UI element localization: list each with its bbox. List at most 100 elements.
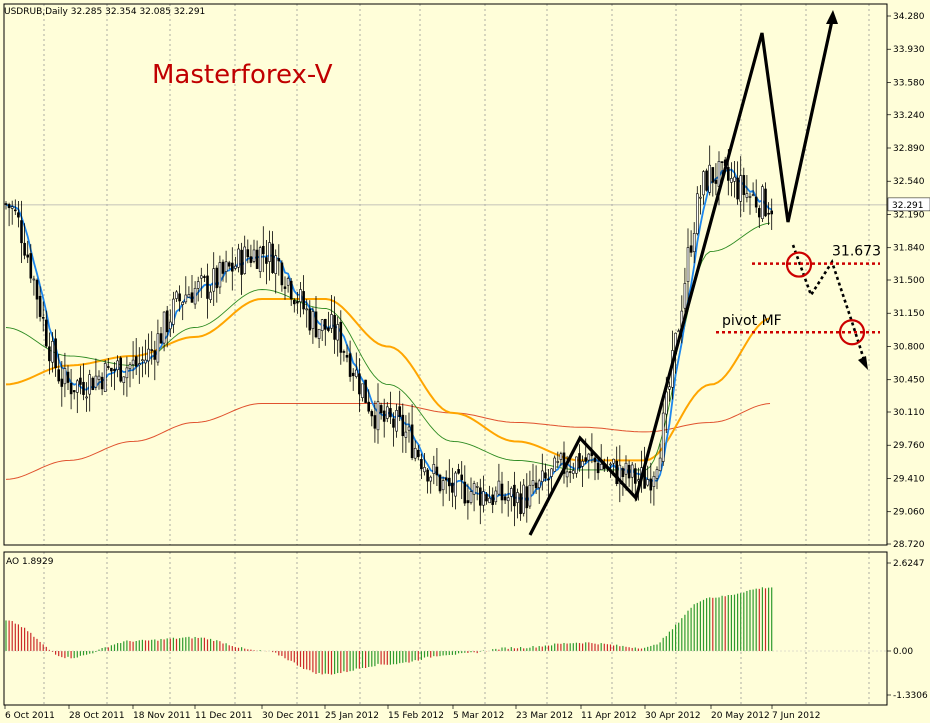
candle-body <box>20 220 23 244</box>
candle-body <box>630 464 634 478</box>
price-tick-label: 30.800 <box>893 342 925 352</box>
candle-body <box>206 275 209 299</box>
candle-body <box>308 308 312 331</box>
price-tick-label: 29.410 <box>893 474 925 484</box>
projected-path <box>791 244 868 367</box>
candle-body <box>209 291 212 300</box>
candle-body <box>519 493 522 515</box>
candle-body <box>488 497 491 504</box>
candle-body <box>156 333 160 363</box>
candle-body <box>482 491 485 506</box>
ao-histogram <box>4 587 887 675</box>
candle-body <box>633 468 637 484</box>
candle-body <box>404 431 408 438</box>
candle-body <box>435 466 439 476</box>
candle-body <box>348 353 352 377</box>
candle-body <box>159 333 163 344</box>
candle-body <box>327 327 330 331</box>
candle-body <box>351 372 355 377</box>
candle-body <box>200 275 203 279</box>
candle-body <box>119 357 122 382</box>
candle-body <box>646 479 650 486</box>
candle-body <box>162 311 166 344</box>
candle-body <box>410 424 414 459</box>
candle-body <box>196 281 200 289</box>
candle-body <box>107 366 110 368</box>
candle-body <box>689 245 693 253</box>
candle-body <box>661 412 665 462</box>
candle-body <box>265 257 268 264</box>
candle-body <box>494 490 498 503</box>
price-tick-label: 32.190 <box>893 210 925 220</box>
candle-body <box>373 415 377 429</box>
candle-body <box>190 292 194 303</box>
candle-body <box>695 193 699 234</box>
candle-body <box>612 458 615 464</box>
candle-body <box>240 249 243 275</box>
candle-body <box>485 494 488 502</box>
candle-body <box>354 369 358 377</box>
candle-body <box>234 265 237 269</box>
ao-axis[interactable]: 2.6247 0.00 -1.3306 <box>887 559 928 701</box>
candle-body <box>407 426 411 431</box>
panel-frames <box>3 3 888 706</box>
candle-body <box>596 462 600 474</box>
price-tick-label: 33.240 <box>893 111 925 121</box>
candle-body <box>181 301 184 305</box>
candle-body <box>547 478 550 481</box>
pivot-mf-label: pivot MF <box>722 313 782 329</box>
candles <box>4 145 774 527</box>
candle-body <box>385 406 389 419</box>
candle-body <box>94 375 98 388</box>
candle-body <box>392 418 395 428</box>
candle-body <box>537 480 541 488</box>
candle-body <box>757 208 761 218</box>
candle-body <box>17 212 20 218</box>
candle-body <box>736 177 739 200</box>
candle-body <box>110 367 113 372</box>
candle-body <box>286 278 290 286</box>
candle-body <box>122 376 126 383</box>
candle-body <box>379 405 383 414</box>
candle-body <box>255 249 259 269</box>
candle-body <box>317 328 321 339</box>
candle-body <box>218 262 222 288</box>
candle-body <box>395 410 398 432</box>
candle-body <box>91 377 95 390</box>
candle-body <box>178 293 181 302</box>
candle-body <box>432 463 436 474</box>
candle-body <box>128 364 132 369</box>
ao-tick-label: -1.3306 <box>893 691 928 701</box>
candle-body <box>193 287 197 305</box>
candle-body <box>212 268 215 292</box>
candle-body <box>463 481 467 504</box>
candle-body <box>553 457 557 472</box>
candle-body <box>169 321 172 330</box>
candle-body <box>550 468 553 477</box>
candle-body <box>609 463 612 466</box>
candle-body <box>63 368 67 385</box>
candle-body <box>48 346 51 362</box>
candle-body <box>125 367 129 379</box>
candle-body <box>76 380 79 393</box>
candle-body <box>261 246 265 255</box>
candle-body <box>79 377 82 385</box>
candle-body <box>302 291 305 310</box>
price-axis[interactable]: 34.280 33.930 33.580 33.240 32.890 32.540 32.1… <box>887 12 925 550</box>
candle-body <box>717 161 721 187</box>
candle-body <box>745 193 749 198</box>
candle-body <box>69 383 73 395</box>
candle-body <box>664 391 668 415</box>
candle-body <box>4 203 8 205</box>
candle-body <box>708 164 712 193</box>
candle-body <box>364 379 367 403</box>
candle-body <box>311 311 315 329</box>
candle-body <box>41 317 45 319</box>
date-tick-label: 30 Apr 2012 <box>645 711 701 721</box>
candle-body <box>540 470 544 482</box>
price-tick-label: 31.840 <box>893 244 925 254</box>
candle-body <box>172 298 175 325</box>
candle-body <box>336 324 340 341</box>
price-tick-label: 31.500 <box>893 276 925 286</box>
candle-body <box>345 355 349 358</box>
